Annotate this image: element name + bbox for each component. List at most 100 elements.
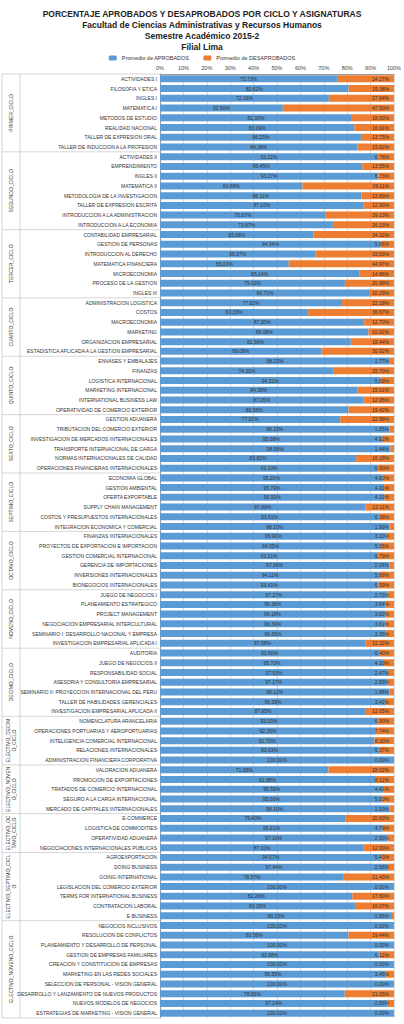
svg-text:10%: 10% — [178, 65, 189, 71]
svg-text:TAVO_CICLO: TAVO_CICLO — [11, 818, 17, 849]
svg-text:0.00%: 0.00% — [375, 1010, 390, 1016]
svg-text:INTRODUCCION AL DERECHO: INTRODUCCION AL DERECHO — [85, 251, 157, 257]
svg-text:COSTOS: COSTOS — [136, 309, 158, 315]
svg-text:93.21%: 93.21% — [261, 553, 279, 559]
svg-text:FILOSOFIA Y ETICA: FILOSOFIA Y ETICA — [111, 86, 158, 92]
svg-text:0.00%: 0.00% — [375, 923, 390, 929]
svg-text:79.40%: 79.40% — [244, 815, 262, 821]
svg-text:96.65%: 96.65% — [265, 631, 283, 637]
svg-text:1.85%: 1.85% — [375, 426, 390, 432]
svg-text:93.10%: 93.10% — [260, 465, 278, 471]
svg-text:O_CICLO: O_CICLO — [11, 778, 17, 800]
svg-text:70%: 70% — [318, 65, 329, 71]
svg-text:87.68%: 87.68% — [254, 640, 272, 646]
svg-text:INTRODUCCION A LA ECONOMIA: INTRODUCCION A LA ECONOMIA — [78, 222, 158, 228]
svg-text:GESTION COMERCIAL INTERNACIONA: GESTION COMERCIAL INTERNACIONAL — [62, 553, 158, 559]
svg-text:8.30%: 8.30% — [375, 738, 390, 744]
svg-text:ECONOMIA GLOBAL: ECONOMIA GLOBAL — [109, 475, 158, 481]
svg-text:13.89%: 13.89% — [372, 193, 390, 199]
svg-text:98.15%: 98.15% — [266, 426, 284, 432]
svg-text:GESTION ADUANERA: GESTION ADUANERA — [106, 416, 158, 422]
svg-text:73.87%: 73.87% — [238, 222, 256, 228]
svg-text:78.95%: 78.95% — [244, 991, 262, 997]
svg-text:65.68%: 65.68% — [228, 232, 246, 238]
svg-text:DESARROLLO Y LANZAMIENTO DE NU: DESARROLLO Y LANZAMIENTO DE NUEVOS PRODU… — [17, 991, 157, 997]
svg-text:INGLES I: INGLES I — [136, 95, 157, 101]
svg-text:INVESTIGACION DE MERCADOS INTE: INVESTIGACION DE MERCADOS INTERNACIONALE… — [31, 436, 158, 442]
svg-text:83.33%: 83.33% — [249, 903, 267, 909]
svg-text:21.05%: 21.05% — [372, 991, 390, 997]
svg-text:96.36%: 96.36% — [264, 601, 282, 607]
svg-text:3.41%: 3.41% — [375, 699, 390, 705]
svg-text:0.00%: 0.00% — [375, 757, 390, 763]
svg-text:83.09%: 83.09% — [249, 125, 267, 131]
svg-text:SEGURO A LA CARGA INTERNACIONA: SEGURO A LA CARGA INTERNACIONAL — [63, 796, 157, 802]
svg-text:16.91%: 16.91% — [372, 125, 390, 131]
svg-text:100%: 100% — [387, 65, 401, 71]
svg-text:INTRODUCCION A LA ADMINISTRACI: INTRODUCCION A LA ADMINISTRACION — [62, 212, 157, 218]
svg-text:O: O — [11, 885, 17, 889]
svg-text:97.96%: 97.96% — [266, 562, 284, 568]
svg-text:Semestre Académico 2015-2: Semestre Académico 2015-2 — [145, 31, 260, 41]
svg-text:MACROECONOMIA: MACROECONOMIA — [111, 319, 158, 325]
svg-text:0.00%: 0.00% — [375, 884, 390, 890]
svg-text:100.00%: 100.00% — [267, 884, 287, 890]
svg-text:44.97%: 44.97% — [372, 261, 390, 267]
svg-text:CUARTO_CICLO: CUARTO_CICLO — [8, 307, 14, 346]
svg-text:87.89%: 87.89% — [254, 504, 272, 510]
svg-text:93.22%: 93.22% — [261, 154, 279, 160]
svg-text:75.73%: 75.73% — [240, 76, 258, 82]
svg-text:COSTOS Y PRESUPUESTOS INTERNAC: COSTOS Y PRESUPUESTOS INTERNACIONALES — [40, 514, 157, 520]
svg-text:91.88%: 91.88% — [259, 777, 277, 783]
svg-text:34.32%: 34.32% — [372, 232, 390, 238]
svg-text:OPERATIVIDAD ADUANERA: OPERATIVIDAD ADUANERA — [91, 835, 157, 841]
svg-text:55.03%: 55.03% — [216, 261, 234, 267]
svg-text:71.98%: 71.98% — [236, 767, 254, 773]
svg-text:77.02%: 77.02% — [242, 416, 260, 422]
svg-text:1.44%: 1.44% — [375, 446, 390, 452]
svg-text:97.10%: 97.10% — [265, 835, 283, 841]
svg-text:LOGISTICA DE COMMODITIES: LOGISTICA DE COMMODITIES — [85, 825, 158, 831]
svg-text:JUEGO DE NEGOCIOS I: JUEGO DE NEGOCIOS I — [100, 592, 157, 598]
svg-text:40%: 40% — [248, 65, 259, 71]
svg-text:1.90%: 1.90% — [375, 524, 390, 530]
svg-text:5.00%: 5.00% — [375, 796, 390, 802]
svg-text:SEXTO_CICLO: SEXTO_CICLO — [8, 426, 14, 461]
svg-text:E-COMMERCE: E-COMMERCE — [122, 815, 157, 821]
svg-text:MARKETING INTERNACIONAL: MARKETING INTERNACIONAL — [85, 387, 157, 393]
svg-text:0.85%: 0.85% — [375, 913, 390, 919]
svg-text:80.62%: 80.62% — [246, 86, 264, 92]
svg-text:MARKETING: MARKETING — [127, 329, 157, 335]
svg-text:96.18%: 96.18% — [264, 611, 282, 617]
svg-text:FINANZAS INTERNACIONALES: FINANZAS INTERNACIONALES — [84, 533, 158, 539]
svg-text:4.41%: 4.41% — [375, 786, 390, 792]
svg-text:TALLER DE INDUCCION A LA PROFE: TALLER DE INDUCCION A LA PROFESION — [58, 144, 157, 150]
svg-text:ELECTIVO_NOVENO_CICLO: ELECTIVO_NOVENO_CICLO — [8, 936, 14, 1003]
svg-text:SEMINARIO II: PROYECCION INTER: SEMINARIO II: PROYECCION INTERNACIONAL D… — [20, 689, 157, 695]
svg-text:3.35%: 3.35% — [375, 631, 390, 637]
svg-text:6.12%: 6.12% — [375, 952, 390, 958]
svg-text:87.10%: 87.10% — [253, 202, 271, 208]
svg-text:NOVENO_CICLO: NOVENO_CICLO — [8, 599, 14, 639]
svg-text:21.43%: 21.43% — [372, 874, 390, 880]
svg-text:TRANSPORTE INTERNACIONAL DE CA: TRANSPORTE INTERNACIONAL DE CARGA — [54, 446, 158, 452]
svg-text:87.05%: 87.05% — [253, 397, 271, 403]
svg-text:15.61%: 15.61% — [372, 387, 390, 393]
svg-text:OCTAVO_CICLO: OCTAVO_CICLO — [8, 541, 14, 580]
svg-text:12.95%: 12.95% — [372, 397, 390, 403]
svg-text:63.33%: 63.33% — [226, 309, 244, 315]
svg-text:ACTIVIDADES I: ACTIVIDADES I — [121, 76, 157, 82]
svg-text:97.44%: 97.44% — [266, 864, 284, 870]
svg-text:SELECCION DE PERSONAL - VISION: SELECCION DE PERSONAL - VISION GENERAL — [45, 981, 158, 987]
svg-text:OFERTA EXPORTABLE: OFERTA EXPORTABLE — [103, 494, 157, 500]
svg-text:MICROECONOMIA: MICROECONOMIA — [113, 271, 158, 277]
svg-text:6.40%: 6.40% — [375, 650, 390, 656]
svg-text:100.00%: 100.00% — [267, 961, 287, 967]
svg-text:INVESTIGACION EMPRESARIAL APLI: INVESTIGACION EMPRESARIAL APLICADA II — [51, 708, 157, 714]
svg-text:47.50%: 47.50% — [372, 105, 390, 111]
svg-text:98.56%: 98.56% — [267, 446, 285, 452]
svg-text:2.86%: 2.86% — [375, 1000, 390, 1006]
svg-text:12.32%: 12.32% — [372, 640, 390, 646]
svg-text:5.65%: 5.65% — [375, 543, 390, 549]
svg-text:3.61%: 3.61% — [375, 621, 390, 627]
